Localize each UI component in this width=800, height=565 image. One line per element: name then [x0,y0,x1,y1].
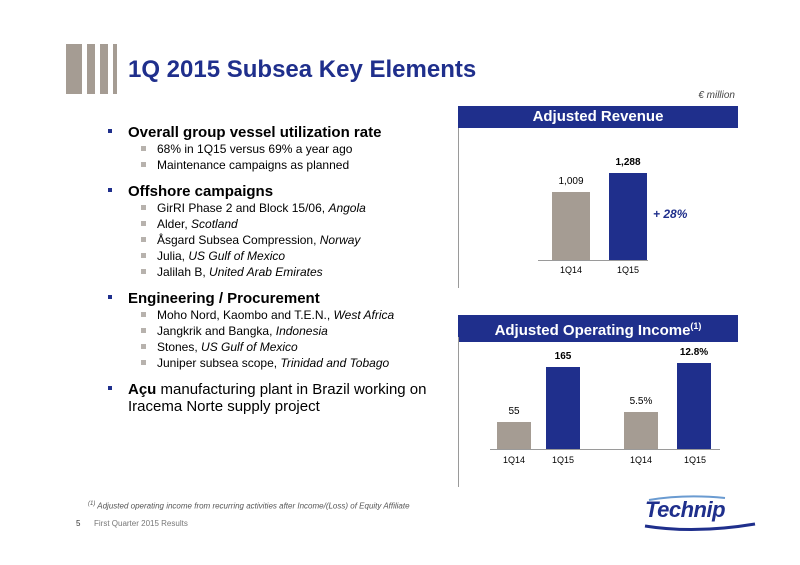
operating-margin-bar-1q15 [677,363,711,449]
revenue-bar-1q15 [609,173,647,260]
sub-bullet: GirRI Phase 2 and Block 15/06, Angola [108,200,438,216]
sub-bullet: Jalilah B, United Arab Emirates [108,264,438,280]
operating-margin-category-1q14: 1Q14 [629,455,653,465]
operating-margin-value-1q14: 5.5% [629,396,653,408]
sub-bullet: Alder, Scotland [108,216,438,232]
revenue-value-1q14: 1,009 [558,175,584,187]
operating-income-value-1q14: 55 [508,405,520,417]
sub-bullet: Maintenance campaigns as planned [108,157,438,173]
bullet-engineering-procurement: Engineering / Procurement [108,290,438,307]
sub-bullet: Juniper subsea scope, Trinidad and Tobag… [108,355,438,371]
operating-income-baseline [490,449,720,450]
technip-logo: Technip [615,494,765,534]
operating-income-bar-1q15 [546,367,580,449]
revenue-category-1q15: 1Q15 [616,265,640,275]
footer-text: First Quarter 2015 Results [94,519,188,528]
bullet-offshore-campaigns: Offshore campaigns [108,183,438,200]
sub-bullet: 68% in 1Q15 versus 69% a year ago [108,141,438,157]
sub-bullet: Moho Nord, Kaombo and T.E.N., West Afric… [108,307,438,323]
sub-bullet: Jangkrik and Bangka, Indonesia [108,323,438,339]
operating-income-category-1q15: 1Q15 [551,455,575,465]
operating-income-left-rule [458,337,459,487]
decor-bar-4 [113,44,117,94]
operating-income-chart-title: Adjusted Operating Income(1) [458,315,738,342]
sub-bullet: Julia, US Gulf of Mexico [108,248,438,264]
unit-label: € million [698,90,735,101]
bullet-vessel-utilization: Overall group vessel utilization rate [108,124,438,141]
decor-bar-2 [87,44,95,94]
revenue-bar-1q14 [552,191,590,260]
operating-income-bar-1q14 [497,421,531,449]
operating-margin-value-1q15: 12.8% [679,347,709,358]
revenue-chart-baseline [538,260,648,261]
sub-bullet: Åsgard Subsea Compression, Norway [108,232,438,248]
bullet-acu-plant: Açu manufacturing plant in Brazil workin… [108,381,438,415]
operating-income-category-1q14: 1Q14 [502,455,526,465]
page-number: 5 [76,519,81,528]
bullet-list: Overall group vessel utilization rate 68… [108,124,438,415]
decor-bar-3 [100,44,108,94]
logo-swoosh-icon [644,495,756,532]
operating-margin-category-1q15: 1Q15 [683,455,707,465]
footnote: (1) Adjusted operating income from recur… [88,501,410,511]
revenue-chart-left-rule [458,128,459,288]
revenue-category-1q14: 1Q14 [559,265,583,275]
sub-bullet: Stones, US Gulf of Mexico [108,339,438,355]
operating-margin-bar-1q14 [624,412,658,449]
revenue-growth-label: + 28% [653,207,688,221]
decor-bar-1 [66,44,82,94]
revenue-value-1q15: 1,288 [615,157,641,168]
page-title: 1Q 2015 Subsea Key Elements [128,56,477,83]
operating-income-value-1q15: 165 [554,351,572,362]
logo-text: Technip [645,497,726,522]
revenue-chart-title: Adjusted Revenue [458,106,738,128]
